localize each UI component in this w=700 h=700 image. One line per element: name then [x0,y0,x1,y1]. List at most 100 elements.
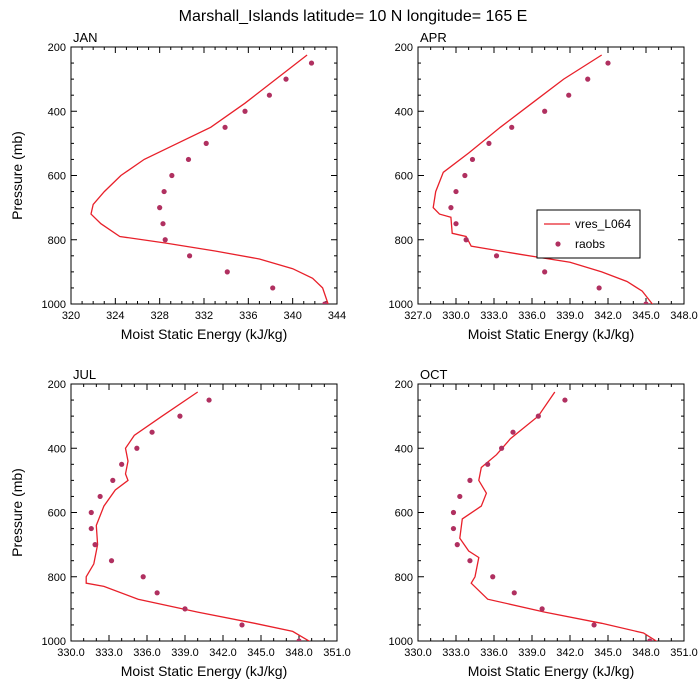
data-point-raobs [469,156,476,163]
data-point-raobs [186,253,193,259]
x-tick-label: 345.0 [594,647,622,659]
series-line-vres-l064 [90,54,329,304]
data-point-raobs [242,108,248,114]
y-tick-label: 800 [395,235,413,247]
data-point-raobs [457,493,463,500]
data-point-raobs [157,205,163,211]
data-point-raobs [161,188,167,195]
x-tick-label: 328 [150,310,168,322]
data-point-raobs [162,237,168,243]
x-tick-label: 342.0 [556,647,584,659]
data-point-raobs [585,76,591,82]
plot-frame [417,46,685,305]
plot-frame [417,383,685,642]
x-axis-label: Moist Static Energy (kJ/kg) [121,326,288,342]
data-point-raobs [485,461,491,467]
y-tick-label: 800 [48,572,66,584]
x-tick-label: 333.0 [442,647,470,659]
x-tick-label: 345.0 [632,310,660,322]
y-tick-label: 600 [48,171,66,183]
data-point-raobs [92,542,98,548]
plot-area [450,391,658,641]
data-point-raobs [454,542,460,548]
data-point-raobs [453,188,459,195]
data-point-raobs [182,606,188,612]
plot-area [90,54,329,304]
data-point-raobs [134,445,140,451]
x-tick-label: 351.0 [670,647,698,659]
data-point-raobs [596,285,602,291]
data-point-raobs [119,461,125,467]
y-tick-label: 1000 [42,636,66,648]
x-tick-label: 339.0 [556,310,584,322]
y-tick-label: 1000 [389,299,413,311]
data-point-raobs [160,221,166,227]
x-tick-label: 336.0 [133,647,161,659]
series-line-vres-l064 [459,391,658,641]
panel-title: OCT [420,367,448,382]
y-tick-label: 200 [395,379,413,391]
data-point-raobs [239,622,245,628]
data-point-raobs [448,205,454,211]
data-point-raobs [605,60,611,66]
x-tick-label: 320 [62,310,80,322]
data-point-raobs [450,509,457,516]
data-point-raobs [88,525,94,532]
data-point-raobs [140,574,146,580]
plot-area [85,391,311,641]
y-tick-label: 200 [395,42,413,54]
data-point-raobs [322,301,328,304]
data-point-raobs [185,156,192,163]
panel-apr: APR 327.0 330.0 333.0 336.0 339.0 342.0 345.0 34… [389,30,698,342]
data-point-raobs [206,397,212,403]
x-tick-label: 345.0 [247,647,275,659]
data-point-raobs [222,124,228,130]
y-tick-label: 1000 [389,636,413,648]
x-tick-label: 342.0 [594,310,622,322]
data-point-raobs [510,429,516,435]
y-tick-label: 800 [48,235,66,247]
data-point-raobs [490,574,496,580]
x-tick-label: 332 [195,310,213,322]
data-point-raobs [283,76,289,82]
panel-jan: JAN 320 324 328 332 336 340 344 200 400 600 800 1000… [9,30,346,342]
data-point-raobs [296,638,302,641]
panel-title: APR [420,30,447,45]
x-tick-label: 327.0 [404,310,432,322]
data-point-raobs [463,237,469,243]
series-line-vres-l064 [432,54,654,304]
x-tick-label: 339.0 [518,647,546,659]
x-tick-label: 344 [328,310,346,322]
x-tick-label: 348.0 [632,647,660,659]
legend-marker-swatch [555,241,561,247]
x-tick-label: 342.0 [209,647,237,659]
legend-label-model: vres_L064 [575,217,631,231]
x-tick-label: 330.0 [57,647,85,659]
y-tick-label: 400 [48,443,66,455]
figure-title: Marshall_Islands latitude= 10 N longitud… [179,8,528,25]
x-tick-label: 336 [239,310,257,322]
panel-title: JAN [73,30,98,45]
data-point-raobs [511,590,517,596]
data-point-raobs [154,590,160,596]
data-point-raobs [542,108,548,114]
x-tick-label: 333.0 [480,310,508,322]
y-tick-label: 200 [48,42,66,54]
data-point-raobs [539,606,545,612]
data-point-raobs [591,622,597,628]
y-tick-label: 600 [395,171,413,183]
y-axis-label: Pressure (mb) [9,468,25,557]
x-tick-label: 336.0 [480,647,508,659]
x-tick-label: 324 [106,310,124,322]
data-point-raobs [177,413,183,419]
panels: JAN 320 324 328 332 336 340 344 200 400 600 800 1000… [9,30,698,679]
data-point-raobs [486,140,492,146]
y-tick-label: 600 [48,508,66,520]
plot-frame [70,383,338,642]
data-point-raobs [535,413,541,419]
data-point-raobs [270,285,276,291]
y-tick-label: 400 [395,443,413,455]
data-point-raobs [562,397,568,403]
